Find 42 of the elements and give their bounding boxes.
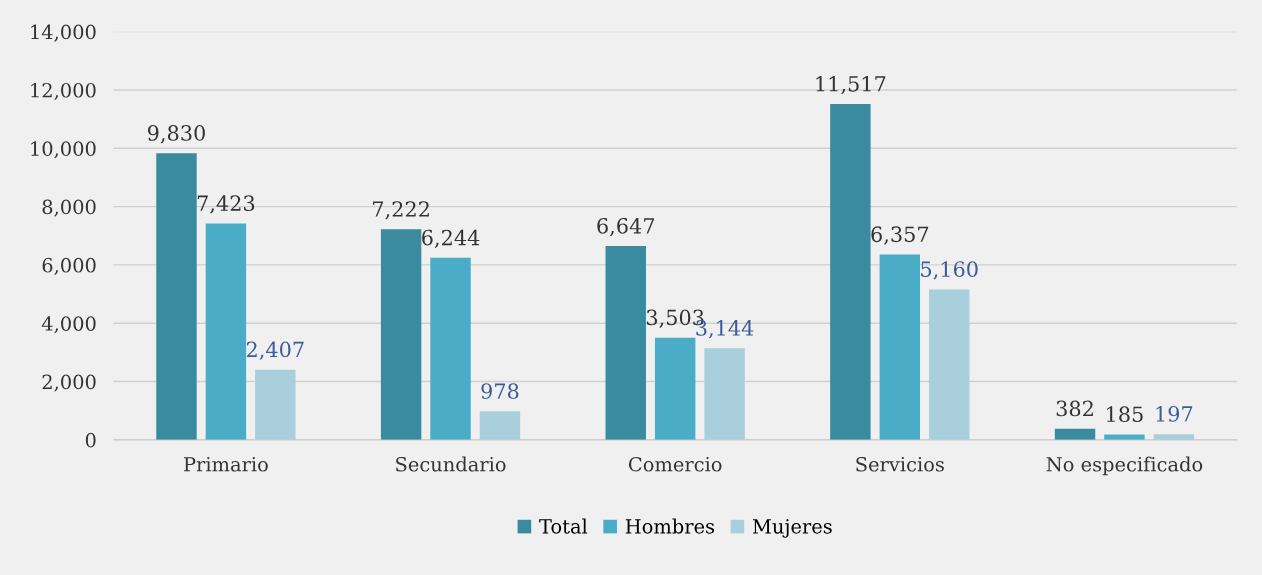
y-tick-label: 14,000 (31, 24, 96, 42)
bar (205, 223, 247, 440)
data-label: 9,830 (147, 125, 205, 144)
bar (830, 104, 871, 440)
y-tick-label: 8,000 (42, 199, 96, 217)
legend-label: Total (539, 518, 588, 534)
data-label: 6,244 (422, 229, 480, 248)
data-label: 11,517 (816, 75, 886, 95)
x-tick-label: No especificado (1046, 456, 1203, 476)
data-label: 7,222 (373, 201, 429, 220)
data-label: 7,423 (197, 195, 255, 214)
bar (156, 153, 197, 440)
data-label: 382 (1056, 400, 1093, 417)
bar (1104, 434, 1145, 440)
y-tick-label: 0 (85, 432, 96, 448)
y-tick-label: 10,000 (31, 141, 96, 159)
y-tick-label: 12,000 (31, 82, 96, 100)
y-tick-label: 6,000 (42, 257, 96, 275)
data-label: 197 (1156, 406, 1193, 422)
data-label: 6,357 (871, 226, 929, 245)
bar (704, 348, 745, 440)
bar (605, 246, 646, 440)
bar (929, 289, 970, 440)
x-tick-label: Secundario (396, 456, 506, 472)
data-label: 6,647 (597, 217, 655, 237)
x-tick-label: Servicios (856, 456, 944, 472)
bar (479, 411, 521, 440)
bar (654, 337, 696, 440)
bar (879, 254, 921, 440)
y-tick-label: 4,000 (41, 316, 96, 334)
data-label: 185 (1107, 406, 1143, 423)
bar (380, 229, 422, 440)
legend-label: Hombres (625, 518, 715, 534)
bar (430, 257, 471, 440)
data-label: 978 (481, 383, 519, 399)
x-tick-label: Primario (184, 457, 268, 472)
x-tick-label: Comercio (628, 456, 722, 472)
legend-label: Mujeres (752, 519, 832, 538)
data-label: 2,407 (246, 341, 304, 360)
data-label: 5,160 (921, 261, 978, 280)
y-tick-label: 2,000 (42, 374, 96, 392)
bar (255, 369, 296, 440)
